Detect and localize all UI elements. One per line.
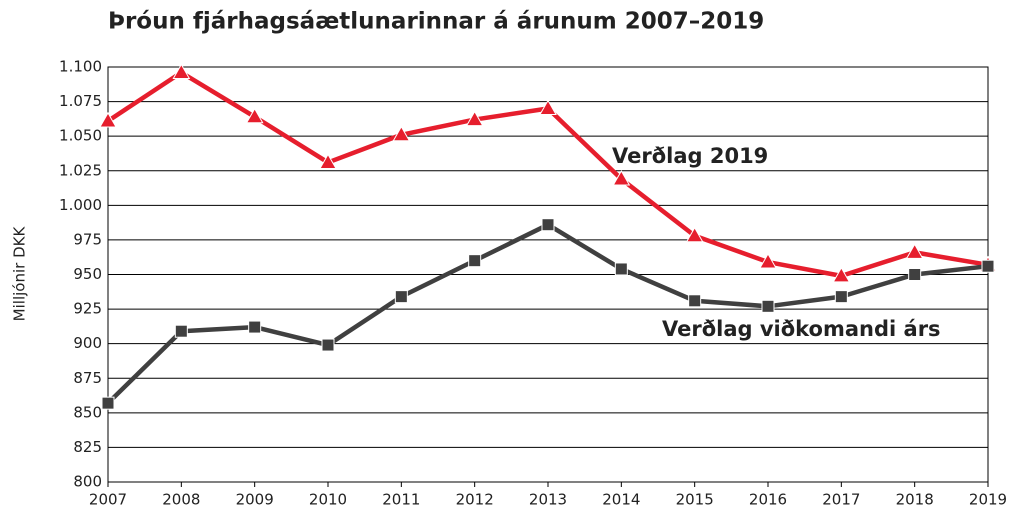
- marker: [248, 320, 262, 334]
- marker: [614, 262, 628, 276]
- y-tick-label: 825: [73, 438, 102, 456]
- marker: [832, 266, 851, 283]
- y-tick-label: 925: [73, 300, 102, 318]
- x-tick-label: 2015: [676, 491, 714, 509]
- y-tick-label: 1.100: [59, 58, 102, 76]
- marker: [908, 268, 922, 281]
- marker: [685, 226, 704, 243]
- x-tick-label: 2012: [456, 491, 494, 509]
- marker: [981, 259, 995, 273]
- y-tick-label: 1.000: [59, 196, 102, 214]
- series-line: [106, 222, 989, 405]
- y-tick-label: 1.050: [59, 127, 102, 145]
- y-tick-label: 800: [73, 473, 102, 491]
- marker: [245, 107, 264, 124]
- marker: [468, 254, 482, 268]
- marker: [541, 218, 555, 232]
- x-tick-label: 2013: [529, 491, 567, 509]
- x-tick-label: 2016: [749, 491, 787, 509]
- chart-title: Þróun fjárhagsáætlunarinnar á árunum 200…: [108, 9, 764, 35]
- marker: [905, 243, 924, 259]
- y-tick-label: 875: [73, 369, 102, 387]
- y-tick-label: 975: [73, 230, 102, 248]
- series-label: Verðlag 2019: [612, 144, 768, 168]
- x-tick-label: 2008: [162, 491, 200, 509]
- y-tick-label: 900: [73, 334, 102, 352]
- x-tick-label: 2018: [896, 491, 934, 509]
- marker: [539, 99, 557, 115]
- marker: [834, 290, 848, 304]
- x-tick-label: 2007: [89, 491, 127, 509]
- marker: [174, 324, 188, 338]
- marker: [172, 63, 191, 80]
- marker: [761, 299, 775, 313]
- x-tick-label: 2014: [602, 491, 640, 509]
- y-tick-label: 1.025: [59, 161, 102, 179]
- y-tick-label: 850: [73, 403, 102, 421]
- y-tick-label: 1.075: [59, 92, 102, 110]
- y-tick-label: 950: [73, 265, 102, 283]
- x-tick-label: 2010: [309, 491, 347, 509]
- marker: [101, 396, 115, 410]
- series-label: Verðlag viðkomandi árs: [662, 317, 941, 341]
- marker: [612, 170, 631, 186]
- marker: [688, 294, 702, 308]
- x-tick-label: 2019: [969, 491, 1007, 509]
- marker: [394, 290, 408, 304]
- marker: [99, 111, 117, 128]
- marker: [392, 125, 411, 142]
- x-tick-label: 2017: [822, 491, 860, 509]
- x-tick-label: 2011: [382, 491, 420, 509]
- marker: [759, 253, 777, 269]
- y-axis-label: Milljónir DKK: [11, 226, 29, 322]
- marker: [319, 153, 337, 169]
- marker: [321, 338, 335, 352]
- marker: [465, 110, 484, 127]
- x-tick-label: 2009: [236, 491, 274, 509]
